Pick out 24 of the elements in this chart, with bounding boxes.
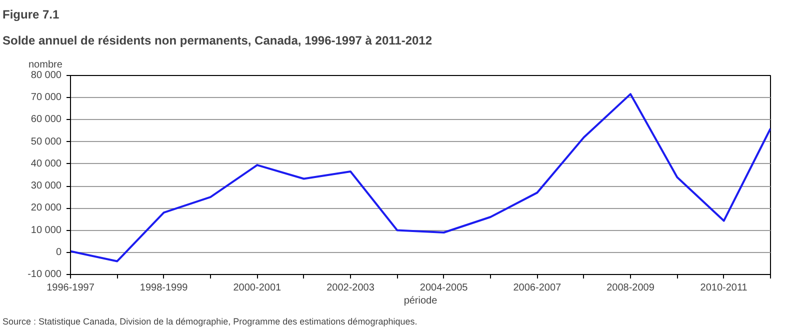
x-tick-label: 2008-2009 (606, 282, 655, 294)
source-note: Source : Statistique Canada, Division de la démographie, Programme des estimations démographiques. (2, 316, 418, 326)
y-tick-label: 10 000 (30, 224, 62, 236)
x-axis-title: période (404, 296, 438, 306)
y-tick-label: 30 000 (30, 180, 62, 192)
y-tick-label: 80 000 (30, 70, 62, 81)
y-tick-label: 20 000 (30, 202, 62, 214)
y-tick-label: -10 000 (28, 269, 62, 280)
chart-subtitle: Solde annuel de résidents non permanents, Canada, 1996-1997 à 2011-2012 (2, 34, 432, 48)
x-tick-label: 2000-2001 (233, 282, 282, 294)
x-tick-label: 1996-1997 (46, 282, 95, 294)
y-tick-label: 50 000 (30, 136, 62, 148)
x-tick-label: 2002-2003 (326, 282, 375, 294)
line-series (70, 93, 770, 262)
y-tick-label: 40 000 (30, 158, 62, 170)
x-tick-label: 2004-2005 (420, 282, 468, 294)
x-tick-label: 1998-1999 (140, 282, 188, 294)
y-axis-title: nombre (28, 60, 63, 70)
y-tick-label: 0 (56, 246, 62, 258)
x-tick-label: 2010-2011 (700, 282, 748, 294)
y-tick-label: 60 000 (30, 114, 62, 126)
y-tick-label: 70 000 (30, 92, 62, 104)
x-tick-label: 2006-2007 (513, 282, 562, 294)
chart-title: Figure 7.1 (2, 8, 60, 22)
